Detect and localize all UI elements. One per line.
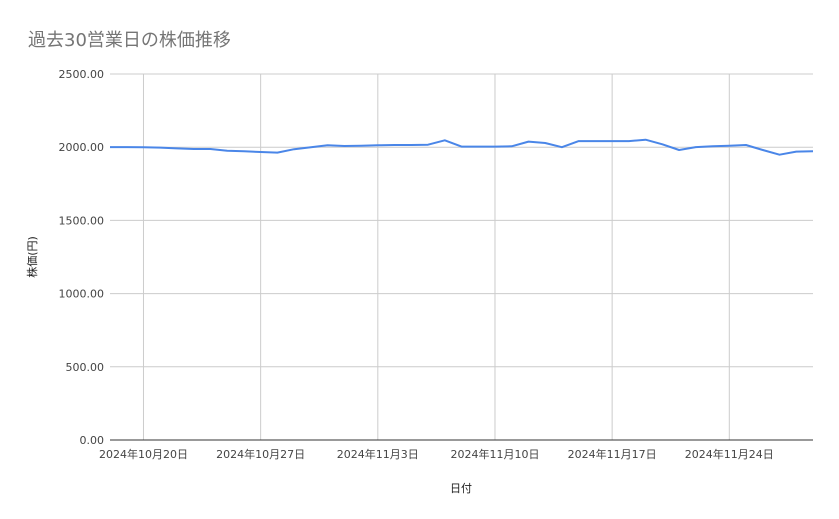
y-tick-label: 1500.00 — [59, 214, 105, 227]
x-tick-label: 2024年11月10日 — [450, 447, 539, 461]
x-tick-label: 2024年11月24日 — [685, 447, 774, 461]
x-tick-label: 2024年10月20日 — [99, 447, 188, 461]
x-tick-label: 2024年10月27日 — [216, 447, 305, 461]
x-axis-label: 日付 — [450, 482, 472, 495]
y-tick-label: 2000.00 — [59, 141, 105, 154]
y-tick-label: 0.00 — [80, 434, 105, 447]
y-tick-label: 2500.00 — [59, 68, 105, 81]
y-tick-label: 500.00 — [66, 361, 105, 374]
chart-title: 過去30営業日の株価推移 — [28, 30, 231, 51]
x-tick-label: 2024年11月3日 — [337, 447, 419, 461]
y-tick-label: 1000.00 — [59, 288, 105, 301]
series-line — [110, 138, 814, 156]
x-tick-label: 2024年11月17日 — [568, 447, 657, 461]
